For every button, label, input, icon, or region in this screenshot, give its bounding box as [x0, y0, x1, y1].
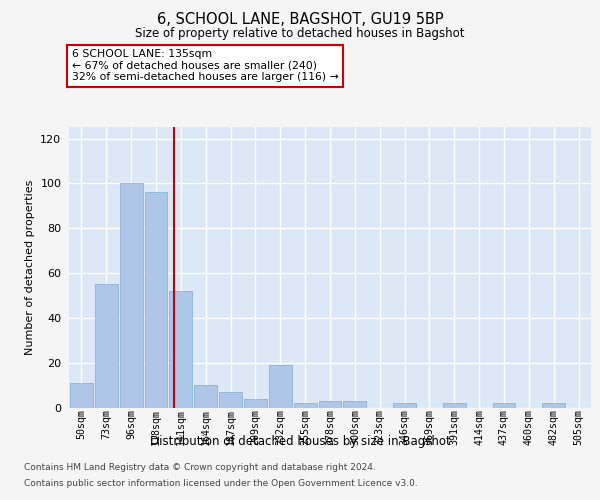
Bar — [120, 184, 143, 408]
Bar — [343, 401, 366, 407]
Bar — [194, 385, 217, 407]
Bar — [493, 403, 515, 407]
Bar — [219, 392, 242, 407]
Bar — [244, 398, 267, 407]
Text: 6, SCHOOL LANE, BAGSHOT, GU19 5BP: 6, SCHOOL LANE, BAGSHOT, GU19 5BP — [157, 12, 443, 28]
Bar — [542, 403, 565, 407]
Text: Size of property relative to detached houses in Bagshot: Size of property relative to detached ho… — [135, 28, 465, 40]
Bar — [70, 383, 93, 407]
Bar — [393, 403, 416, 407]
Bar — [169, 291, 192, 408]
Bar — [269, 365, 292, 408]
Text: 6 SCHOOL LANE: 135sqm
← 67% of detached houses are smaller (240)
32% of semi-det: 6 SCHOOL LANE: 135sqm ← 67% of detached … — [71, 49, 338, 82]
Y-axis label: Number of detached properties: Number of detached properties — [25, 180, 35, 355]
Bar — [294, 403, 317, 407]
Bar — [95, 284, 118, 408]
Bar — [319, 401, 341, 407]
Bar — [443, 403, 466, 407]
Bar — [145, 192, 167, 408]
Text: Contains HM Land Registry data © Crown copyright and database right 2024.: Contains HM Land Registry data © Crown c… — [24, 462, 376, 471]
Text: Contains public sector information licensed under the Open Government Licence v3: Contains public sector information licen… — [24, 479, 418, 488]
Text: Distribution of detached houses by size in Bagshot: Distribution of detached houses by size … — [149, 435, 451, 448]
